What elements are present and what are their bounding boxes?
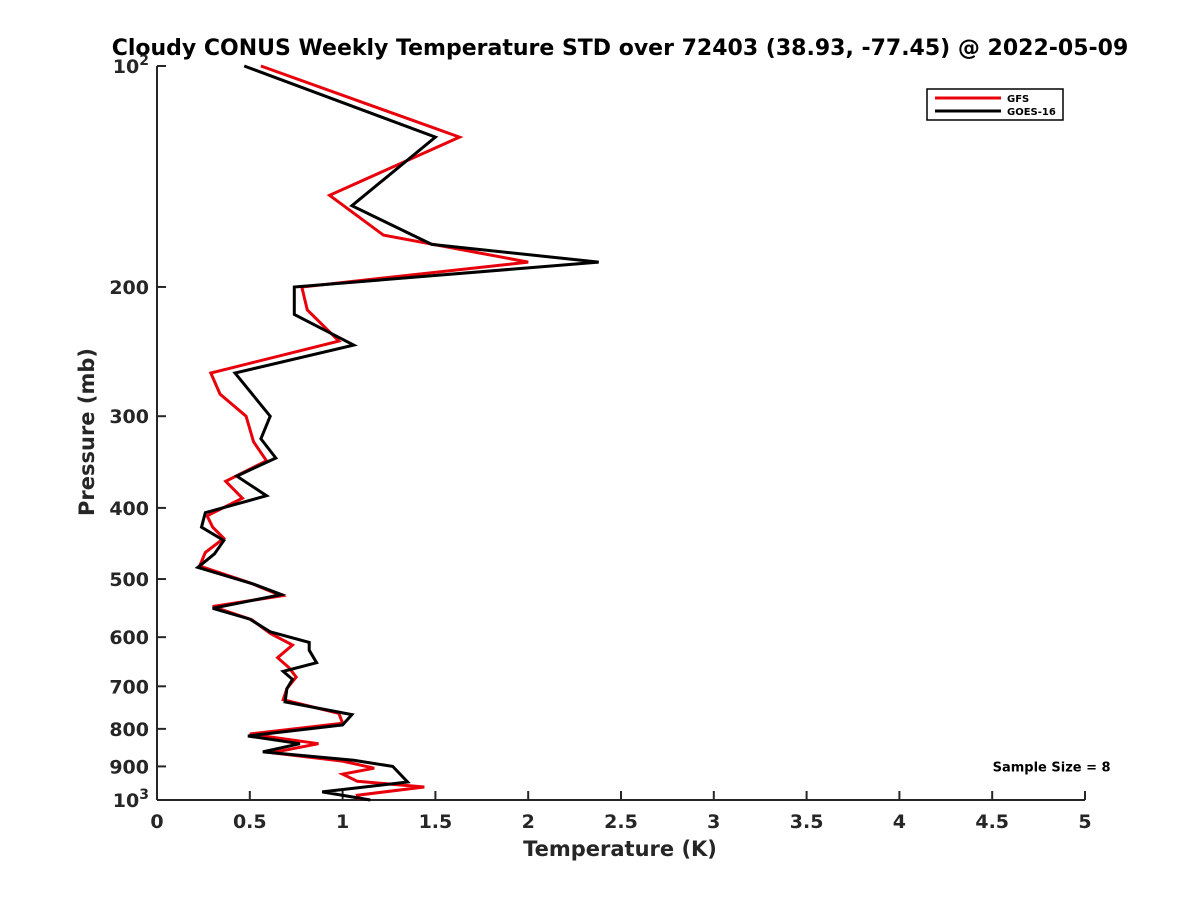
y-tick-label: 900 <box>109 756 149 778</box>
chart-title: Cloudy CONUS Weekly Temperature STD over… <box>112 36 1129 61</box>
x-tick-label: 1 <box>336 811 349 833</box>
x-tick-label: 3 <box>707 811 720 833</box>
y-tick-label: 800 <box>109 719 149 741</box>
series-line-gfs <box>197 64 529 801</box>
x-tick-label: 2.5 <box>604 811 638 833</box>
y-tick-label: 200 <box>109 277 149 299</box>
legend-label: GFS <box>1007 94 1029 105</box>
x-tick-label: 2 <box>522 811 535 833</box>
y-tick-label: 500 <box>109 569 149 591</box>
y-tick-label: 600 <box>109 627 149 649</box>
x-tick-label: 4.5 <box>975 811 1009 833</box>
x-tick-label: 0 <box>150 811 163 833</box>
y-tick-label: 102 <box>113 53 149 78</box>
series-layer <box>194 64 599 802</box>
x-tick-label: 4 <box>893 811 906 833</box>
y-tick-label: 400 <box>109 498 149 520</box>
x-tick-label: 0.5 <box>233 811 267 833</box>
x-tick-label: 5 <box>1078 811 1091 833</box>
x-tick-label: 1.5 <box>419 811 453 833</box>
x-tick-label: 3.5 <box>790 811 824 833</box>
y-axis-label: Pressure (mb) <box>75 348 99 516</box>
legend: GFS GOES-16 <box>926 88 1064 121</box>
sample-size-annotation: Sample Size = 8 <box>993 760 1111 775</box>
legend-box <box>926 88 1064 121</box>
x-axis-label: Temperature (K) <box>523 837 717 861</box>
y-tick-label: 103 <box>113 787 149 812</box>
legend-label: GOES-16 <box>1007 107 1056 118</box>
y-tick-label: 300 <box>109 406 149 428</box>
y-tick-label: 700 <box>109 676 149 698</box>
series-line-goes-16 <box>194 64 599 802</box>
axes-layer: 0 0.5 1 1.5 2 2.5 3 3.5 4 4.5 5 102 200 300 400 500 600 7… <box>109 53 1091 833</box>
annotation-layer: Sample Size = 8 <box>993 760 1111 775</box>
